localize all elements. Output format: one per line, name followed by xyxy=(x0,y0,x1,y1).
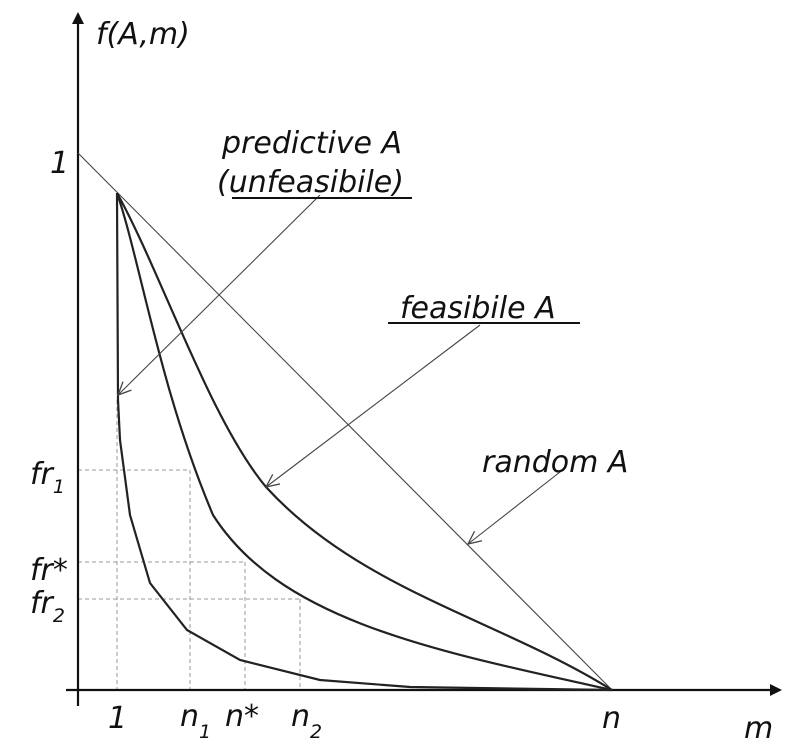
y-axis-label: f(A,m) xyxy=(96,17,190,52)
x-tick-n2: n2 xyxy=(291,699,322,743)
x-tick-nstar: n* xyxy=(225,699,259,734)
y-tick-frstar: fr* xyxy=(30,553,68,588)
predictive-label: predictive A xyxy=(221,126,402,161)
feasible-lower-curve xyxy=(115,192,613,692)
unfeasible-label: (unfeasibile) xyxy=(217,165,404,200)
y-tick-one: 1 xyxy=(50,146,69,181)
predictive-curve xyxy=(115,192,613,692)
y-tick-fr2: fr2 xyxy=(30,586,65,627)
guide-lines xyxy=(78,400,301,690)
x-tick-n: n xyxy=(602,701,621,736)
feasible-arrow xyxy=(264,324,481,488)
y-tick-fr1: fr1 xyxy=(30,457,65,498)
random-line xyxy=(77,152,613,691)
x-tick-one: 1 xyxy=(108,701,127,736)
random-label: random A xyxy=(482,445,628,480)
predictive-arrow xyxy=(116,194,321,397)
x-tick-n1: n1 xyxy=(180,699,211,743)
x-axis-label: m xyxy=(744,711,773,746)
random-arrow xyxy=(466,471,561,545)
feasible-label: feasibile A xyxy=(400,291,556,326)
